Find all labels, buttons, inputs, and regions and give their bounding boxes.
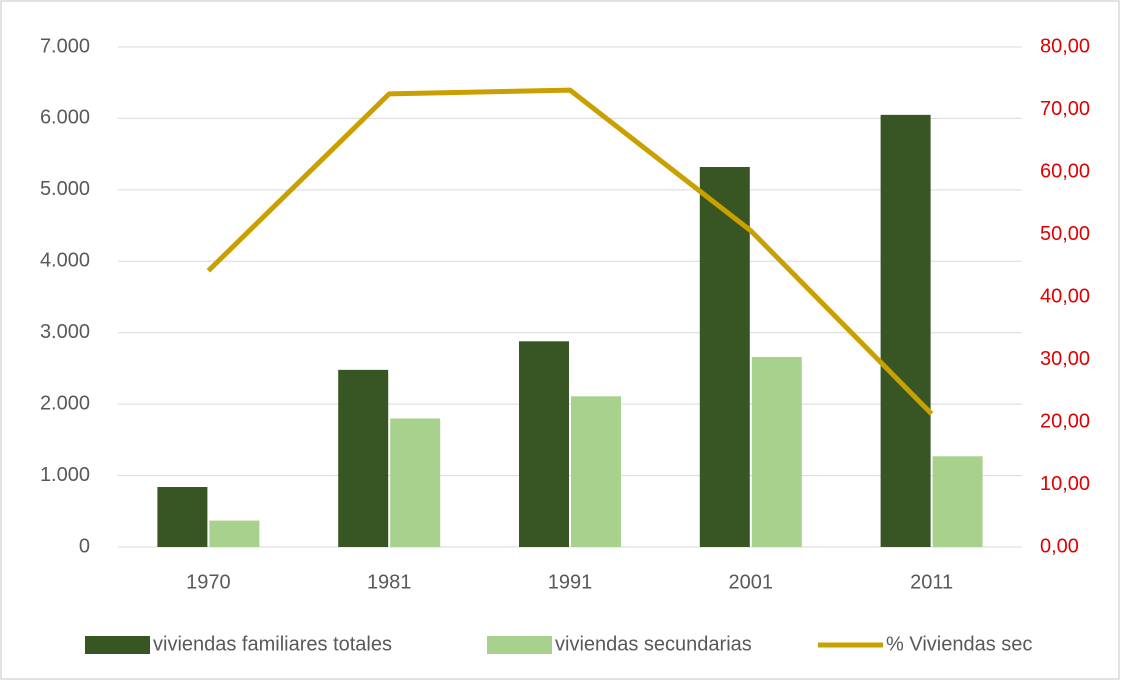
y2-tick-label: 70,00 xyxy=(1040,98,1090,120)
y2-tick-label: 30,00 xyxy=(1040,348,1090,370)
y2-tick-label: 40,00 xyxy=(1040,285,1090,307)
bar xyxy=(390,418,441,547)
bar xyxy=(519,341,569,547)
legend-label: % Viviendas sec xyxy=(886,633,1032,655)
y2-tick-label: 10,00 xyxy=(1040,473,1090,495)
bar xyxy=(880,114,931,547)
bar xyxy=(571,396,621,547)
x-tick-label: 1991 xyxy=(548,571,593,593)
y-tick-label: 1.000 xyxy=(40,464,90,486)
bar xyxy=(932,456,983,547)
x-tick-label: 1970 xyxy=(186,571,231,593)
bar xyxy=(338,369,389,547)
x-tick-label: 2011 xyxy=(910,571,953,593)
legend-label: viviendas secundarias xyxy=(555,633,752,655)
y-tick-label: 7.000 xyxy=(40,35,90,57)
y-tick-label: 2.000 xyxy=(40,392,90,414)
y2-tick-label: 20,00 xyxy=(1040,410,1090,432)
x-tick-label: 1981 xyxy=(367,571,412,593)
y2-tick-label: 50,00 xyxy=(1040,223,1090,245)
legend-swatch xyxy=(487,636,552,654)
bar xyxy=(751,357,802,547)
y-tick-label: 3.000 xyxy=(40,321,90,343)
y-tick-label: 4.000 xyxy=(40,250,90,272)
legend-swatch xyxy=(85,636,150,654)
bar xyxy=(209,520,260,547)
y2-tick-label: 0,00 xyxy=(1040,535,1079,557)
y2-tick-label: 80,00 xyxy=(1040,35,1090,57)
legend-label: viviendas familiares totales xyxy=(153,633,392,655)
x-tick-label: 2001 xyxy=(729,571,774,593)
y2-tick-label: 60,00 xyxy=(1040,160,1090,182)
y-tick-label: 0 xyxy=(79,535,90,557)
line-series xyxy=(206,87,934,416)
y-tick-label: 5.000 xyxy=(40,178,90,200)
y-tick-label: 6.000 xyxy=(40,107,90,129)
bar xyxy=(157,487,208,547)
bar xyxy=(699,167,750,547)
